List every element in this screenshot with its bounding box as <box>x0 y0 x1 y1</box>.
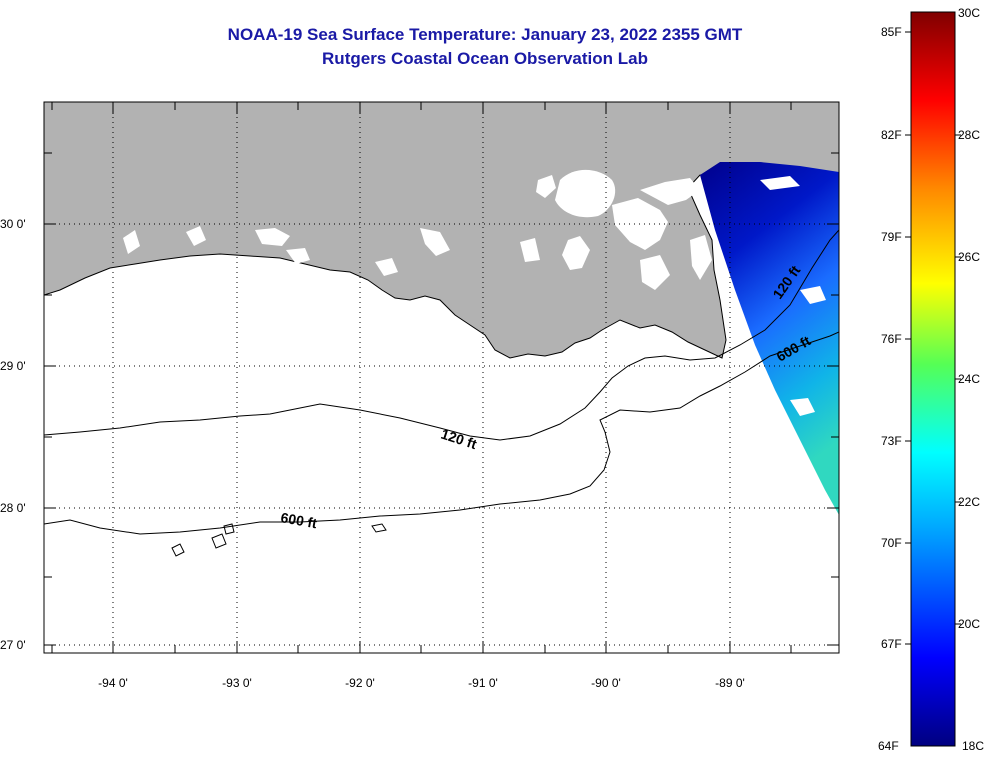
bathymetry-islands <box>171 523 387 557</box>
colorbar-c-label: 26C <box>958 250 980 264</box>
graticule <box>44 102 839 653</box>
colorbar-c-label: 28C <box>958 128 980 142</box>
inland-water <box>123 169 712 290</box>
lat-tick-label: 27 0' <box>0 638 26 652</box>
lon-tick-label: -94 0' <box>98 676 128 690</box>
map-subtitle: Rutgers Coastal Ocean Observation Lab <box>322 49 648 68</box>
contour-label-600ft: 600 ft <box>279 509 318 531</box>
colorbar-f-label: 64F <box>878 739 899 753</box>
colorbar-c-label: 30C <box>958 6 980 20</box>
lat-tick-label: 29 0' <box>0 359 26 373</box>
swath-cloud-mask <box>760 176 826 416</box>
lon-tick-label: -93 0' <box>222 676 252 690</box>
lon-tick-label: -92 0' <box>345 676 375 690</box>
map-title: NOAA-19 Sea Surface Temperature: January… <box>227 25 743 44</box>
colorbar-c-label: 22C <box>958 495 980 509</box>
land-area <box>44 102 839 359</box>
sst-swath <box>700 162 839 515</box>
colorbar-c-label: 20C <box>958 617 980 631</box>
colorbar-f-label: 70F <box>881 536 902 550</box>
contour-120ft-line <box>44 229 839 441</box>
colorbar-f-label: 67F <box>881 637 902 651</box>
colorbar-c-label: 24C <box>958 372 980 386</box>
axis-ticks <box>44 102 839 653</box>
lon-tick-label: -89 0' <box>715 676 745 690</box>
colorbar-f-label: 76F <box>881 332 902 346</box>
contour-600ft-line <box>44 331 839 535</box>
colorbar <box>910 11 956 747</box>
lat-tick-label: 28 0' <box>0 501 26 515</box>
colorbar-f-label: 82F <box>881 128 902 142</box>
lon-tick-label: -91 0' <box>468 676 498 690</box>
map-frame <box>43 101 840 654</box>
colorbar-f-label: 85F <box>881 25 902 39</box>
contour-label-120ft: 120 ft <box>439 426 479 453</box>
colorbar-c-label: 18C <box>962 739 984 753</box>
colorbar-f-label: 79F <box>881 230 902 244</box>
lat-tick-label: 30 0' <box>0 217 26 231</box>
colorbar-ticks <box>905 31 961 645</box>
colorbar-f-label: 73F <box>881 434 902 448</box>
lon-tick-label: -90 0' <box>591 676 621 690</box>
